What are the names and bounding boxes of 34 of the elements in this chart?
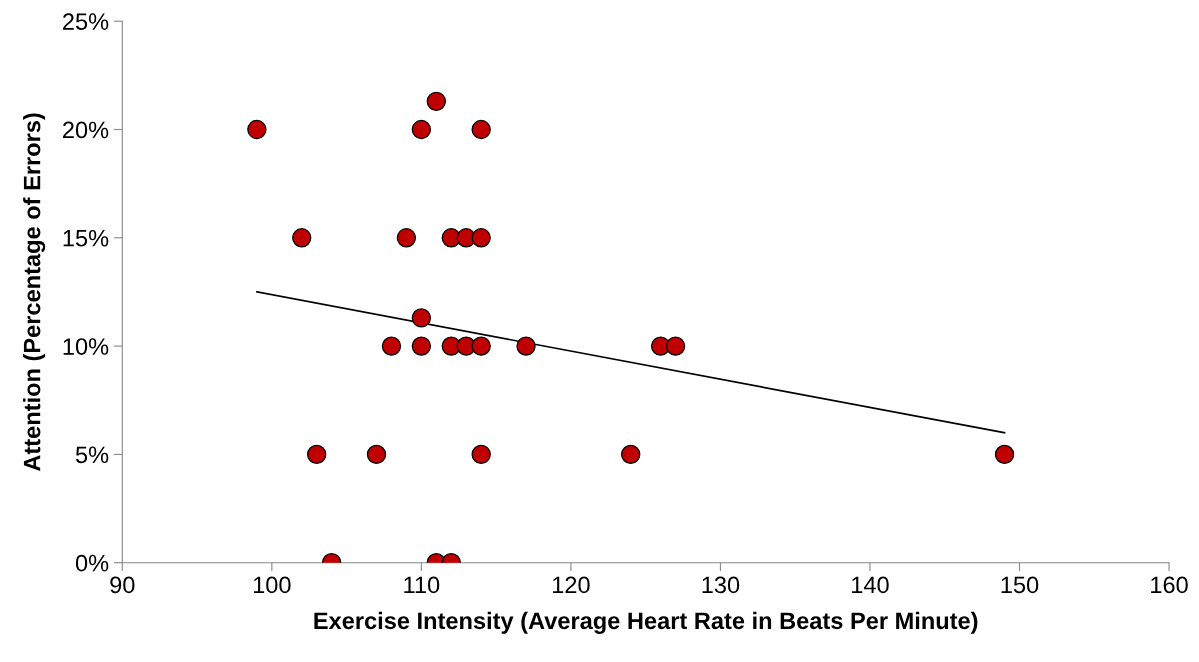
point: [471, 336, 491, 356]
point: [381, 336, 402, 356]
point: [621, 444, 641, 465]
point: [516, 336, 536, 356]
point: [307, 444, 327, 465]
point: [247, 119, 267, 140]
y-tick-label: 15%: [63, 229, 109, 247]
y-tick-label: 5%: [75, 446, 109, 464]
point: [471, 444, 491, 465]
point: [411, 119, 432, 140]
point: [411, 308, 432, 328]
point: [396, 228, 417, 248]
x-tick-label: 130: [702, 576, 740, 594]
point: [471, 228, 491, 248]
point: [411, 336, 432, 356]
point: [366, 444, 387, 465]
point: [471, 119, 491, 140]
x-tick-label: 120: [553, 576, 590, 594]
y-tick-label: 25%: [63, 13, 109, 30]
x-tick-label: 140: [852, 576, 889, 594]
x-tick-label: 150: [1001, 576, 1039, 594]
y-tick-label: 10%: [63, 338, 109, 355]
x-tick-label: 90: [110, 576, 135, 594]
x-tick-label: 160: [1151, 576, 1188, 594]
x-axis-title: Exercise Intensity (Average Heart Rate in Beats Per Minute): [314, 611, 978, 634]
point: [292, 228, 312, 248]
point: [426, 91, 446, 112]
x-tick-label: 110: [404, 576, 440, 594]
y-tick-label: 0%: [75, 554, 109, 572]
point: [665, 336, 686, 356]
point: [994, 444, 1015, 465]
y-axis-title: Attention (Percentage of Errors): [23, 113, 46, 472]
y-tick-label: 20%: [63, 121, 109, 139]
x-tick-label: 100: [253, 576, 291, 594]
